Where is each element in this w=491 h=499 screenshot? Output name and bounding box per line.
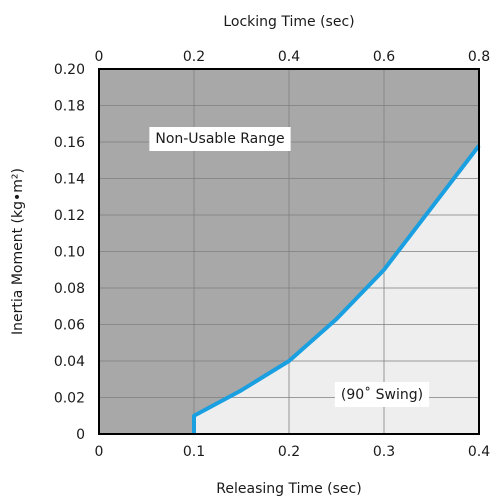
y-tick-label: 0.20 bbox=[54, 62, 85, 78]
y-tick-labels: 0 0.02 0.04 0.06 0.08 0.10 0.12 0.14 0.16 0.18 0.2… bbox=[54, 62, 85, 443]
y-tick-label: 0.16 bbox=[54, 135, 85, 151]
plot-frame bbox=[98, 68, 480, 435]
x2-tick-label: 0.8 bbox=[468, 49, 490, 65]
x-tick-label: 0 bbox=[95, 444, 104, 460]
x2-tick-label: 0 bbox=[95, 49, 104, 65]
x-tick-label: 0.1 bbox=[183, 444, 205, 460]
y-tick-label: 0.10 bbox=[54, 245, 85, 261]
y-axis-title: Inertia Moment (kg•m²) bbox=[10, 168, 26, 335]
non-usable-range-text: Non-Usable Range bbox=[155, 131, 284, 147]
x-tick-label: 0.4 bbox=[468, 444, 490, 460]
x2-tick-labels: 0 0.2 0.4 0.6 0.8 bbox=[95, 49, 491, 65]
inertia-curve bbox=[192, 144, 481, 434]
usable-region bbox=[194, 145, 479, 434]
y-tick-label: 0.06 bbox=[54, 318, 85, 334]
y-tick-label: 0 bbox=[76, 427, 85, 443]
x-tick-label: 0.3 bbox=[373, 444, 395, 460]
swing-label-text: (90˚ Swing) bbox=[341, 386, 423, 403]
y-tick-label: 0.12 bbox=[54, 208, 85, 224]
x-tick-labels: 0 0.1 0.2 0.3 0.4 bbox=[95, 444, 491, 460]
swing-label: (90˚ Swing) bbox=[334, 382, 430, 407]
y-tick-label: 0.02 bbox=[54, 391, 85, 407]
x2-tick-label: 0.2 bbox=[183, 49, 205, 65]
y-tick-label: 0.18 bbox=[54, 99, 85, 115]
x-axis-title: Releasing Time (sec) bbox=[216, 481, 361, 497]
curve-layer bbox=[192, 144, 481, 434]
y-tick-label: 0.04 bbox=[54, 354, 85, 370]
x2-axis-title: Locking Time (sec) bbox=[223, 14, 354, 30]
x-tick-label: 0.2 bbox=[278, 444, 300, 460]
y-tick-label: 0.08 bbox=[54, 281, 85, 297]
non-usable-range-label: Non-Usable Range bbox=[149, 127, 291, 151]
x2-tick-label: 0.4 bbox=[278, 49, 300, 65]
x2-tick-label: 0.6 bbox=[373, 49, 395, 65]
y-tick-label: 0.14 bbox=[54, 172, 85, 188]
